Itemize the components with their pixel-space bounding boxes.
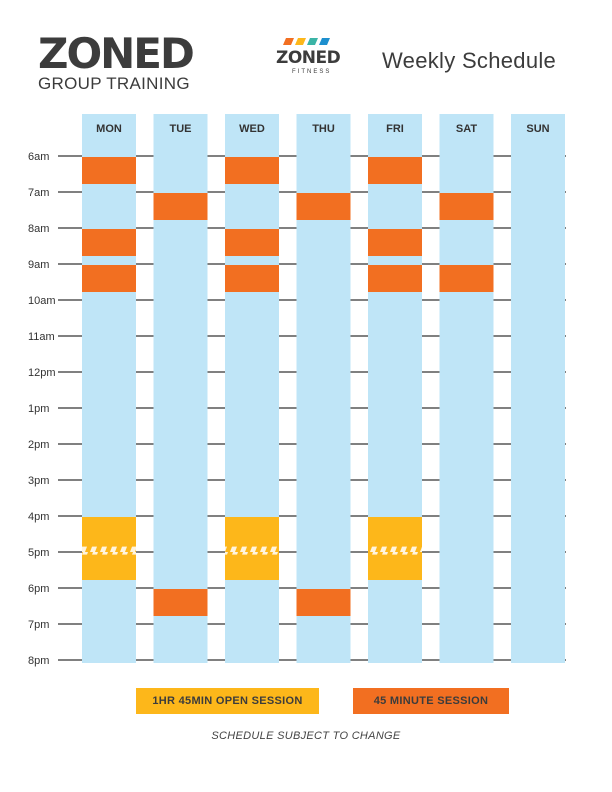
session-block-fri-13 bbox=[368, 229, 422, 256]
logo-stripe-yellow bbox=[295, 38, 306, 45]
day-label-fri: FRI bbox=[386, 123, 404, 135]
time-label-3pm: 3pm bbox=[28, 475, 49, 487]
time-label-7am: 7am bbox=[28, 187, 49, 199]
day-label-tue: TUE bbox=[170, 123, 192, 135]
time-label-11am: 11am bbox=[28, 331, 55, 343]
logo-wordmark: ZONED bbox=[276, 48, 341, 68]
logo-stripe-blue bbox=[319, 38, 330, 45]
session-block-tue-4 bbox=[153, 193, 208, 220]
page-title: Weekly Schedule bbox=[382, 48, 557, 73]
session-block-wed-8 bbox=[225, 265, 279, 292]
time-label-8am: 8am bbox=[28, 223, 49, 235]
session-block-mon-0 bbox=[82, 157, 136, 184]
logo-stripe-teal bbox=[307, 38, 318, 45]
day-column-mon bbox=[82, 114, 136, 663]
session-block-tue-5 bbox=[153, 589, 208, 616]
day-label-wed: WED bbox=[239, 123, 265, 135]
session-divider-fri-15 bbox=[368, 546, 422, 555]
day-column-fri bbox=[368, 114, 422, 663]
time-label-8pm: 8pm bbox=[28, 655, 49, 667]
time-label-2pm: 2pm bbox=[28, 439, 49, 451]
schedule-disclaimer: SCHEDULE SUBJECT TO CHANGE bbox=[211, 730, 401, 742]
logo-stripes-icon bbox=[283, 38, 330, 45]
time-label-9am: 9am bbox=[28, 259, 49, 271]
logo-subtitle: FITNESS bbox=[292, 69, 332, 75]
logo-stripe-orange bbox=[283, 38, 294, 45]
brand-title: ZONED bbox=[38, 29, 195, 78]
brand-logo: ZONED GROUP TRAINING bbox=[38, 29, 218, 94]
legend-open-session: 1HR 45MIN OPEN SESSION bbox=[136, 688, 319, 714]
session-block-mon-1 bbox=[82, 229, 136, 256]
session-block-fri-14 bbox=[368, 265, 422, 292]
day-label-sat: SAT bbox=[456, 123, 477, 135]
brand-subtitle: GROUP TRAINING bbox=[38, 74, 190, 93]
time-label-4pm: 4pm bbox=[28, 511, 49, 523]
time-label-5pm: 5pm bbox=[28, 547, 49, 559]
session-block-sat-16 bbox=[439, 193, 494, 220]
session-block-mon-2 bbox=[82, 265, 136, 292]
day-column-wed bbox=[225, 114, 279, 663]
time-label-7pm: 7pm bbox=[28, 619, 49, 631]
session-block-wed-7 bbox=[225, 229, 279, 256]
session-divider-wed-9 bbox=[225, 546, 279, 555]
session-divider-mon-3 bbox=[82, 546, 136, 555]
session-block-thu-10 bbox=[296, 193, 351, 220]
time-label-6pm: 6pm bbox=[28, 583, 49, 595]
day-label-sun: SUN bbox=[526, 123, 549, 135]
time-label-12pm: 12pm bbox=[28, 367, 56, 379]
session-block-wed-6 bbox=[225, 157, 279, 184]
day-column-sun bbox=[511, 114, 565, 663]
time-label-10am: 10am bbox=[28, 295, 56, 307]
legend-45-minute-session: 45 MINUTE SESSION bbox=[353, 688, 509, 714]
session-block-thu-11 bbox=[296, 589, 351, 616]
session-block-fri-12 bbox=[368, 157, 422, 184]
time-label-6am: 6am bbox=[28, 151, 49, 163]
day-label-mon: MON bbox=[96, 123, 122, 135]
session-block-sat-17 bbox=[439, 265, 494, 292]
schedule-chart: 6am 7am 8am 9am 10am 11am 12pm 1pm 2pm 3pm 4pm 5pm 6… bbox=[28, 114, 566, 667]
time-label-1pm: 1pm bbox=[28, 403, 49, 415]
day-label-thu: THU bbox=[312, 123, 335, 135]
zoned-fitness-logo: ZONED FITNESS bbox=[272, 38, 352, 82]
